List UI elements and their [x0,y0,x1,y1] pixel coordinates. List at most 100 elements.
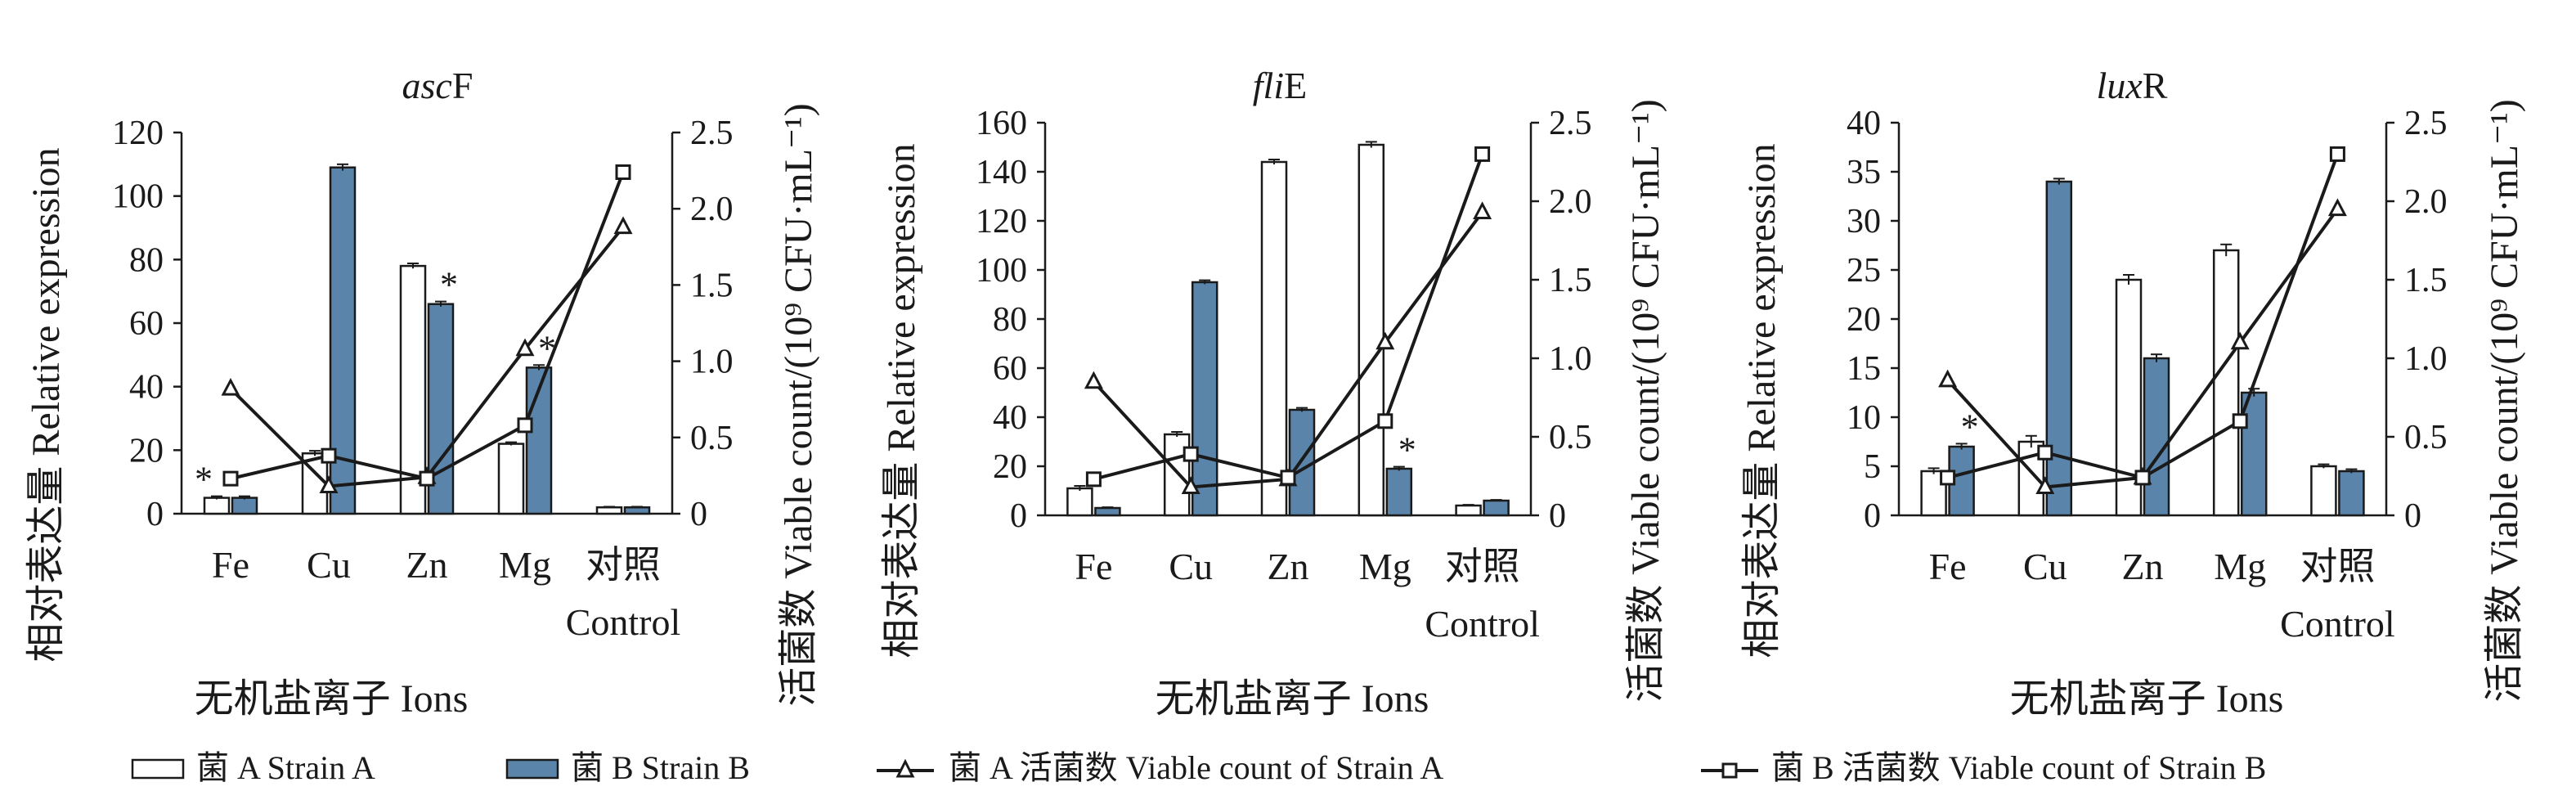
category-label: Fe [1075,546,1112,587]
y2-tick-label: 2.0 [2404,183,2448,221]
bar-strain-a-3 [497,443,525,515]
legend-item-strain-a: 菌 A Strain A [131,749,375,786]
marker-square-2 [1280,470,1296,486]
category-label: Zn [1267,546,1308,587]
bar-strain-a-3 [2212,249,2240,517]
bar-strain-a-2 [1260,160,1288,517]
y-tick-label: 10 [1847,399,1881,437]
y2-tick-label: 0 [2404,497,2421,535]
marker-triangle-1 [2035,476,2055,494]
line-viable-count-b [230,171,625,481]
y2-tick-label: 1.5 [1549,262,1592,299]
marker-square-4 [615,164,631,180]
chart-panel-2: 0 20 40 60 80 100 120 140 160 0 0.5 1.0 1.5 2.0 2.5 * Fe… [880,65,1667,721]
y2-tick-label: 1.5 [690,267,734,304]
marker-square-3 [2232,413,2248,429]
category-label: Fe [212,544,249,586]
bar-strain-a-0 [203,497,231,515]
marker-square-1 [1183,446,1199,462]
legend-swatch-strain-a [131,758,185,780]
bar-strain-a-4 [2310,465,2337,517]
y2-tick-label: 1.0 [2404,340,2448,378]
bar-strain-a-2 [2115,278,2143,517]
y-tick-label: 160 [976,105,1027,142]
y2-axis-title: 活菌数 Viable count/(10⁹ CFU·mL⁻¹) [1624,99,1667,703]
bar-strain-b-4 [2338,470,2365,517]
y-tick-label: 20 [129,432,164,470]
y-tick-label: 100 [112,178,164,216]
y-tick-label: 120 [976,203,1027,240]
chart-title-italic: asc [402,65,452,106]
bar-strain-b-2 [1288,408,1316,517]
bar-strain-b-3 [1385,467,1413,517]
marker-square-0 [1940,470,1956,486]
y-tick-label: 0 [146,496,164,533]
bar-strain-b-3 [2240,391,2268,517]
category-label: Cu [307,544,351,586]
bar-strain-a-4 [595,506,623,515]
legend: 菌 A Strain A 菌 B Strain B 菌 A 活菌数 Viable… [131,749,2266,786]
category-label: 对照 [2300,546,2375,587]
marker-triangle-4 [613,216,633,235]
y2-tick-label: 2.0 [690,191,734,228]
y2-tick-label: 2.0 [1549,183,1592,221]
category-label: Zn [406,544,447,586]
y2-tick-label: 0.5 [690,420,734,457]
marker-square-3 [1377,413,1393,429]
chart-title: ascF [402,65,473,106]
significance-asterisk: * [195,460,213,500]
line-viable-count-a [1946,208,2340,489]
legend-label-count-a: 菌 A 活菌数 Viable count of Strain A [949,749,1443,786]
category-label: Cu [1169,546,1213,587]
category-label: 对照 [1445,546,1520,587]
line-viable-count-b [1093,153,1484,481]
y2-tick-label: 0.5 [1549,419,1592,456]
y2-tick-label: 2.5 [2404,105,2448,142]
y2-tick-label: 1.0 [1549,340,1592,378]
legend-item-strain-b: 菌 B Strain B [505,749,750,786]
marker-square-3 [517,417,533,434]
chart-title: luxR [2097,65,2168,106]
category-sublabel: Control [2280,603,2395,645]
marker-triangle-3 [515,338,535,357]
y2-tick-label: 0.5 [2404,419,2448,456]
bar-strain-b-0 [231,497,258,515]
x-axis-title: 无机盐离子 Ions [195,677,469,721]
significance-asterisk: * [1961,407,1979,447]
x-axis-title: 无机盐离子 Ions [2010,677,2284,721]
chart-title-plain: E [1284,65,1307,106]
category-sublabel: Control [1425,603,1540,645]
y2-tick-label: 1.0 [690,344,734,381]
y-tick-label: 25 [1847,252,1881,290]
chart-title-plain: R [2143,65,2168,106]
chart-title-italic: lux [2097,65,2143,106]
y-tick-label: 0 [1864,497,1881,535]
bar-strain-b-4 [623,506,651,515]
y-axis-title: 相对表达量 Relative expression [880,143,923,658]
marker-square-0 [1085,471,1102,488]
y-tick-label: 60 [993,350,1027,388]
significance-asterisk: * [1398,430,1416,470]
legend-label-count-b: 菌 B 活菌数 Viable count of Strain B [1771,749,2266,786]
y-tick-label: 120 [112,115,164,152]
marker-triangle-1 [319,475,339,493]
legend-marker-square [1721,762,1738,779]
y-tick-label: 20 [1847,301,1881,339]
legend-label-strain-b: 菌 B Strain B [571,749,750,786]
marker-square-1 [321,447,337,464]
marker-triangle-0 [221,377,240,396]
marker-triangle-0 [1084,371,1103,389]
category-label: Cu [2023,546,2067,587]
category-label: Zn [2121,546,2163,587]
marker-square-4 [1474,146,1491,162]
marker-triangle-0 [1938,369,1958,388]
marker-square-1 [2037,444,2053,461]
marker-square-2 [419,470,435,487]
bar-strain-a-0 [1066,487,1093,517]
marker-triangle-4 [1473,201,1492,219]
bar-strain-b-0 [1094,506,1121,517]
category-label: Mg [2214,546,2266,587]
marker-triangle-1 [1181,476,1200,494]
